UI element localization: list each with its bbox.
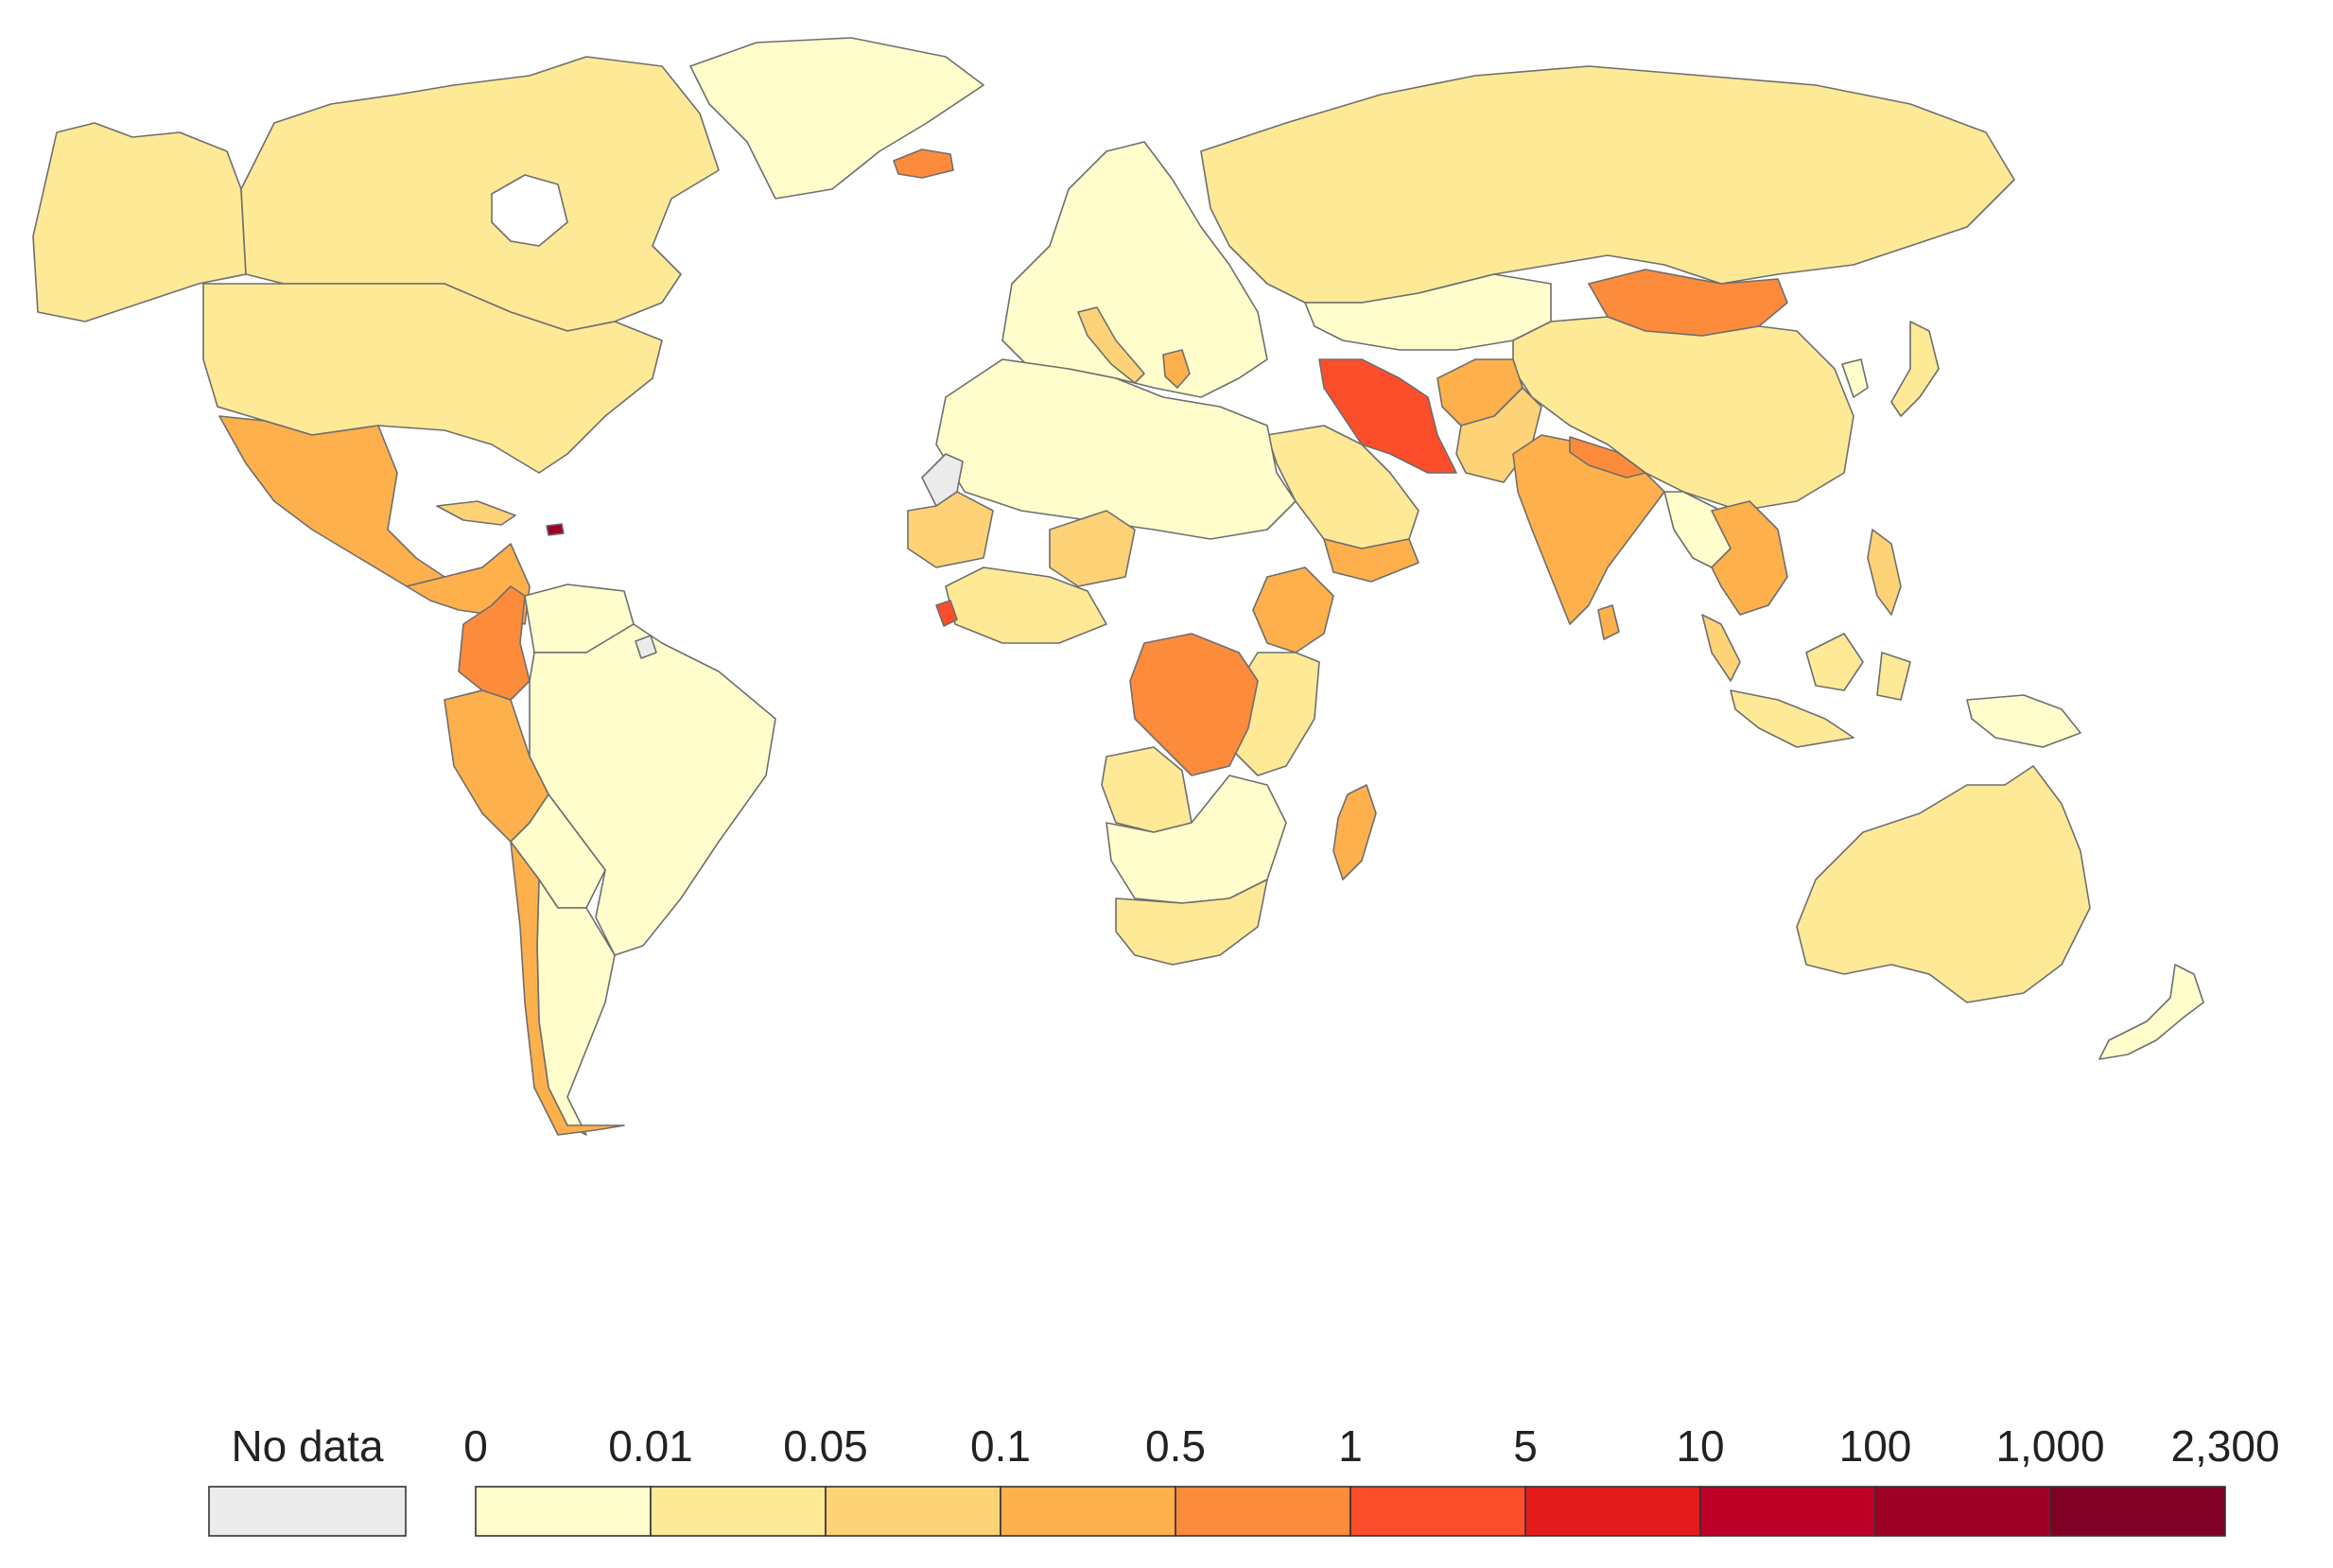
legend-bin-9: [2049, 1486, 2226, 1537]
country-yemen: [1323, 538, 1419, 583]
legend-no-data-label: No data: [231, 1421, 384, 1471]
country-ethiopia: [1252, 566, 1334, 653]
legend-tick-label-4: 0.5: [1145, 1421, 1206, 1471]
legend-bin-4: [1175, 1486, 1351, 1537]
country-papua-new-guinea: [1966, 694, 2081, 748]
country-russia: [1200, 65, 2015, 304]
legend-tick-label-2: 0.05: [783, 1421, 868, 1471]
country-sri-lanka: [1597, 604, 1620, 640]
legend-bin-6: [1524, 1486, 1701, 1537]
country-dr-congo: [1129, 633, 1259, 776]
country-iceland: [893, 148, 954, 179]
country-north-africa: [935, 358, 1297, 540]
country-madagascar: [1332, 784, 1377, 880]
legend-tick-label-3: 0.1: [970, 1421, 1031, 1471]
country-philippines: [1867, 529, 1902, 616]
legend-bin-8: [1874, 1486, 2051, 1537]
country-niger: [1049, 510, 1136, 587]
country-colombia: [458, 585, 531, 701]
country-french-guiana: [635, 635, 657, 659]
country-italy: [1077, 306, 1145, 384]
legend-tick-label-8: 100: [1839, 1421, 1912, 1471]
legend-bin-2: [825, 1486, 1001, 1537]
country-indonesia: [1730, 633, 1911, 748]
country-cuba: [436, 500, 516, 526]
country-southern-africa: [1106, 775, 1287, 904]
legend-tick-labels: 0 0.01 0.05 0.1 0.5 1 5 10 100 1,000 2,300: [463, 1421, 2279, 1471]
country-haiti: [546, 523, 565, 536]
legend-tick-label-10: 2,300: [2170, 1421, 2279, 1471]
map-legend: No data 0 0.01 0.05 0.1 0.5 1 5 10 100 1,000 2,300: [208, 1421, 2280, 1537]
country-new-zealand: [2098, 964, 2204, 1060]
legend-tick-label-5: 1: [1338, 1421, 1363, 1471]
legend-bin-1: [650, 1486, 827, 1537]
country-korea: [1841, 358, 1869, 398]
country-mexico: [218, 415, 445, 587]
country-nepal: [1569, 436, 1646, 479]
country-chile: [510, 841, 625, 1136]
hudson-bay: [491, 174, 568, 247]
legend-bin-5: [1349, 1486, 1526, 1537]
country-malaysia: [1701, 614, 1741, 682]
legend-bin-0: [475, 1486, 652, 1537]
country-western-sahara: [921, 453, 964, 507]
legend-color-bins: [475, 1486, 2226, 1537]
country-iran: [1318, 358, 1457, 474]
country-japan: [1890, 321, 1940, 417]
country-china: [1512, 316, 1854, 512]
country-south-africa: [1115, 879, 1268, 966]
country-greece: [1162, 349, 1191, 389]
legend-tick-label-6: 5: [1513, 1421, 1538, 1471]
legend-tick-label-9: 1,000: [1995, 1421, 2104, 1471]
legend-tick-label-0: 0: [463, 1421, 488, 1471]
legend-bin-7: [1699, 1486, 1876, 1537]
country-sierra-leone: [935, 600, 958, 627]
country-west-africa-coast: [945, 566, 1107, 644]
country-mauritania: [907, 491, 994, 568]
legend-tick-label-7: 10: [1676, 1421, 1724, 1471]
country-australia: [1796, 765, 2091, 1003]
country-greenland: [689, 37, 984, 200]
country-shapes: [32, 37, 2204, 1136]
country-indochina: [1711, 500, 1788, 616]
legend-bin-3: [1000, 1486, 1176, 1537]
legend-tick-label-1: 0.01: [608, 1421, 693, 1471]
legend-no-data-swatch: [208, 1486, 407, 1537]
